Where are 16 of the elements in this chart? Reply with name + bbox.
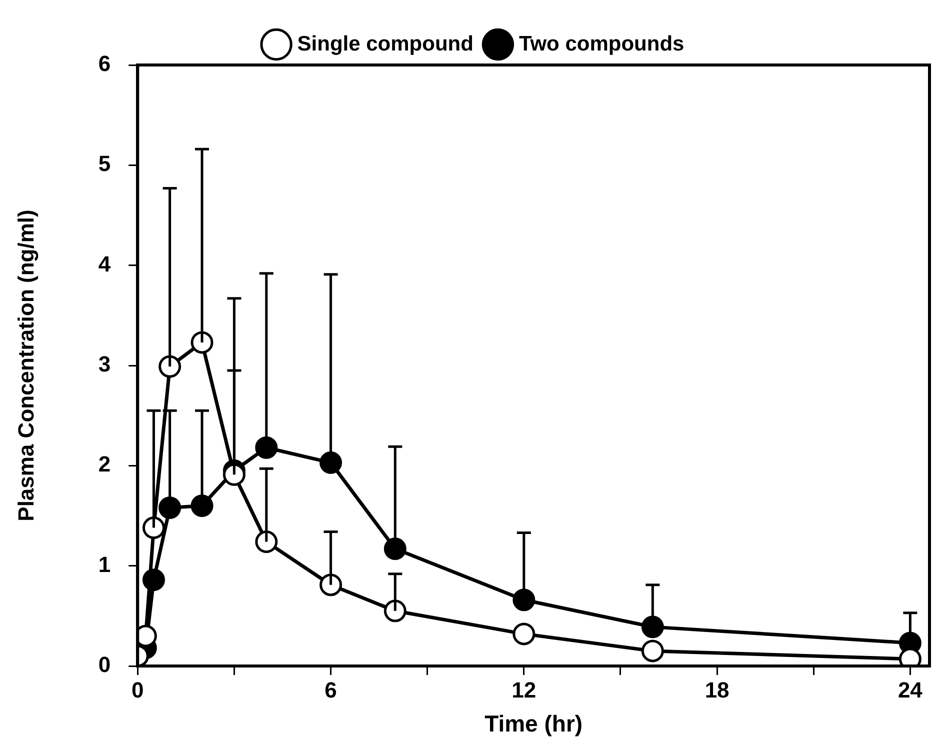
y-tick-label: 6 <box>98 51 111 76</box>
x-tick-label: 6 <box>324 677 337 702</box>
x-tick-label: 12 <box>512 677 536 702</box>
y-tick-label: 0 <box>98 652 111 678</box>
x-tick-label: 24 <box>898 677 924 702</box>
y-tick-label: 2 <box>98 452 111 477</box>
y-axis-title: Plasma Concentration (ng/ml) <box>13 210 38 522</box>
y-tick-label: 4 <box>98 251 112 276</box>
y-tick-label: 1 <box>98 552 111 577</box>
y-tick-label: 3 <box>98 352 111 377</box>
x-tick-label: 0 <box>132 677 144 702</box>
x-tick-label: 18 <box>704 677 730 702</box>
y-tick-label: 5 <box>98 151 111 176</box>
legend-label: Single compound <box>297 32 474 56</box>
x-axis-title: Time (hr) <box>484 710 583 737</box>
legend-label: Two compounds <box>518 32 684 56</box>
